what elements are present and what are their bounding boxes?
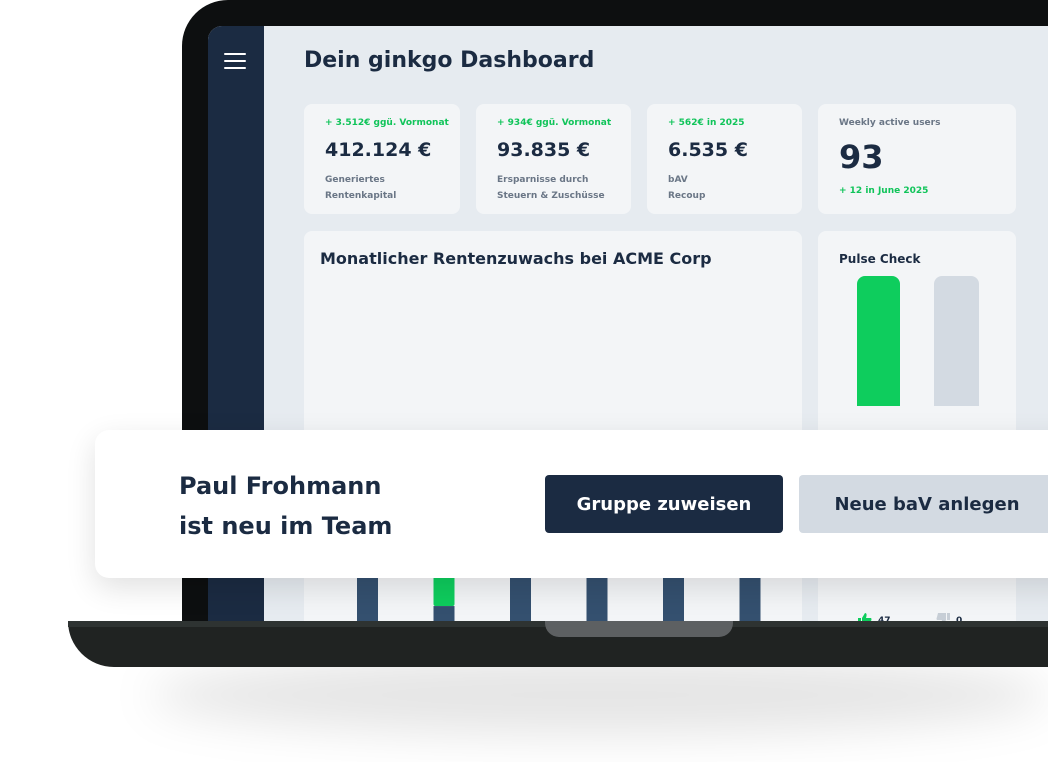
stat-card-ersparnisse: + 934€ ggü. Vormonat 93.835 € Ersparniss…: [476, 104, 631, 214]
chart-title: Monatlicher Rentenzuwachs bei ACME Corp: [320, 249, 712, 268]
stat-value: 93.835 €: [497, 139, 591, 161]
stat-delta: + 12 in June 2025: [839, 186, 929, 196]
stat-label: bAV Recoup: [668, 172, 705, 204]
stat-delta: + 3.512€ ggü. Vormonat: [325, 118, 449, 128]
create-bav-button[interactable]: Neue baV anlegen: [799, 475, 1048, 533]
new-team-member-notification: Paul Frohmann ist neu im Team Gruppe zuw…: [95, 430, 1048, 578]
stat-value: 412.124 €: [325, 139, 432, 161]
hamburger-menu-icon[interactable]: [224, 53, 246, 69]
bar-segment-base: [357, 564, 378, 626]
assign-group-button[interactable]: Gruppe zuweisen: [545, 475, 783, 533]
laptop-shadow: [150, 655, 1048, 735]
page-title: Dein ginkgo Dashboard: [304, 48, 595, 73]
stat-card-weekly-active-users: Weekly active users 93 + 12 in June 2025: [818, 104, 1016, 214]
pulse-bar-positive: [857, 276, 900, 406]
stat-card-bav-recoup: + 562€ in 2025 6.535 € bAV Recoup: [647, 104, 802, 214]
laptop-notch: [545, 621, 733, 637]
bar-segment-base: [510, 564, 531, 626]
notification-message: ist neu im Team: [179, 512, 393, 540]
stat-label-line: Rentenkapital: [325, 191, 397, 201]
stat-value: 93: [839, 138, 884, 176]
stat-label: Weekly active users: [839, 118, 941, 128]
stat-delta: + 562€ in 2025: [668, 118, 745, 128]
stat-label-line: Ersparnisse durch: [497, 175, 589, 185]
stat-card-rentenkapital: + 3.512€ ggü. Vormonat 412.124 € Generie…: [304, 104, 460, 214]
dashboard-screen: Dein ginkgo Dashboard + 3.512€ ggü. Vorm…: [208, 26, 1048, 626]
pulse-title: Pulse Check: [839, 252, 921, 266]
stat-value: 6.535 €: [668, 139, 748, 161]
stat-delta: + 934€ ggü. Vormonat: [497, 118, 612, 128]
stat-label-line: Recoup: [668, 191, 706, 201]
stat-label-line: bAV: [668, 175, 688, 185]
stat-label-line: Generiertes: [325, 175, 385, 185]
notification-text: Paul Frohmann ist neu im Team: [179, 466, 392, 546]
stat-label: Generiertes Rentenkapital: [325, 172, 396, 204]
notification-name: Paul Frohmann: [179, 472, 382, 500]
stat-label: Ersparnisse durch Steuern & Zuschüsse: [497, 172, 605, 204]
pulse-bar-negative: [934, 276, 979, 406]
stat-label-line: Steuern & Zuschüsse: [497, 191, 605, 201]
